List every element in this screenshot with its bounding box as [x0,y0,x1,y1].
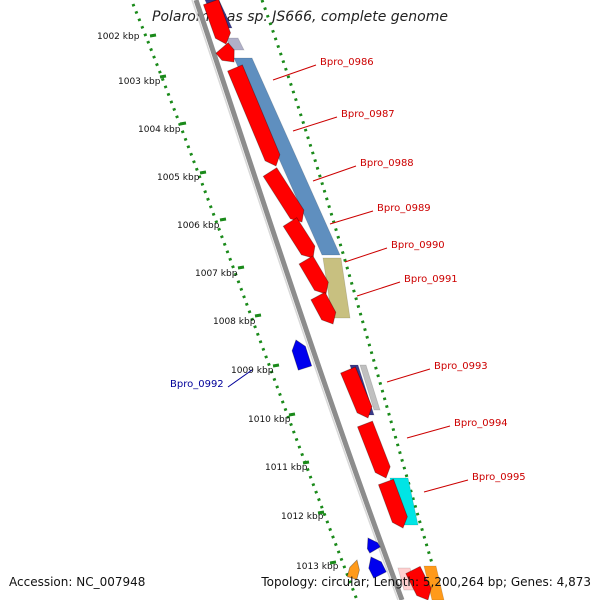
gene-arrow[interactable] [377,478,408,529]
blue-band [233,57,341,256]
gene-arrow[interactable] [340,366,373,419]
scale-tick [219,217,227,222]
gene-arrow[interactable] [405,565,432,600]
scale-label: 1011 kbp [265,463,308,473]
scale-tick [254,313,262,318]
gene-label-leader [312,165,357,182]
gene-label[interactable]: Bpro_0986 [320,57,374,68]
gene-arrow-reverse[interactable] [368,556,387,579]
gene-arrow[interactable] [346,559,360,580]
gene-arrow[interactable] [298,255,329,295]
backbone-track [191,0,405,600]
gene-label-leader [344,247,388,263]
scale-tick [317,510,325,515]
scale-label: 1005 kbp [157,173,200,183]
scale-dotted-line [131,3,359,600]
gene-label[interactable]: Bpro_0992 [170,379,224,390]
genome-backbone [193,0,405,600]
gene-label-leader [272,64,317,81]
gene-label-leader [386,368,431,383]
gene-label[interactable]: Bpro_0991 [404,274,458,285]
scale-tick [199,170,207,175]
gene-arrow[interactable] [227,64,281,167]
gene-label[interactable]: Bpro_0987 [341,109,395,120]
backbone-highlight [191,0,399,600]
gene-label-leader [227,369,253,388]
scale-label: 1003 kbp [118,77,161,87]
gene-label[interactable]: Bpro_0993 [434,361,488,372]
gene-labels: Bpro_0986 Bpro_0987 Bpro_0988 Bpro_0989 Bpro… [170,57,526,493]
scale-label: 1009 kbp [231,366,274,376]
genome-summary: Topology: circular; Length: 5,200,264 bp… [261,575,591,589]
gene-label[interactable]: Bpro_0989 [377,203,431,214]
gene-label[interactable]: Bpro_0995 [472,472,526,483]
gene-label[interactable]: Bpro_0994 [454,418,508,429]
gene-label[interactable]: Bpro_0990 [391,240,445,251]
gene-label-leader [423,479,469,493]
outer-dotted-line [260,0,439,581]
scale-tick [288,412,296,417]
scale-label: 1010 kbp [248,415,291,425]
gene-label-leader [329,210,374,225]
gene-label-leader [406,425,451,439]
gene-arrow[interactable] [282,217,316,259]
scale-tick [149,33,157,38]
scale-tick [302,460,310,465]
gene-label-leader [356,281,401,297]
scale-label: 1013 kbp [296,562,339,572]
gene-arrow[interactable] [310,291,337,325]
scale-label: 1008 kbp [213,317,256,327]
scale-label: 1004 kbp [138,125,181,135]
accession-label: Accession: NC_007948 [9,575,146,589]
scale-label: 1007 kbp [195,269,238,279]
scale-label: 1006 kbp [177,221,220,231]
scale-tick [179,121,187,126]
gene-arrow[interactable] [357,420,391,479]
gene-arrow[interactable] [202,0,231,45]
scale-tick [159,74,167,79]
gene-arrow[interactable] [215,42,235,63]
scale-label: 1002 kbp [97,32,140,42]
gene-track [202,0,432,600]
gene-label[interactable]: Bpro_0988 [360,158,414,169]
gene-arrow-reverse[interactable] [291,339,313,371]
gray-band [359,364,381,411]
gene-arrow-reverse[interactable] [366,537,381,554]
scale-tick [237,265,245,270]
scale-tick [329,560,337,565]
gene-label-leader [292,116,338,132]
scale-track: 1002 kbp 1003 kbp 1004 kbp 1005 kbp 1006 kbp… [97,0,439,600]
scale-label: 1012 kbp [281,512,324,522]
scale-tick [272,363,280,368]
